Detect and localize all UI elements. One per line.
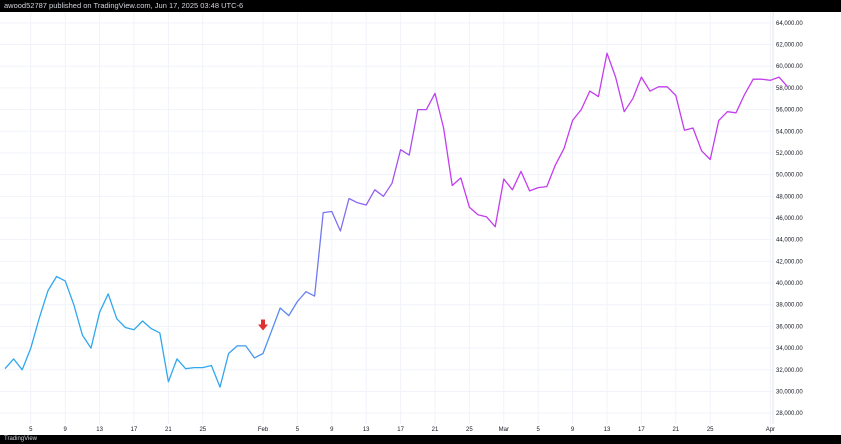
tradingview-brand: TradingView <box>0 435 841 444</box>
y-tick-label: 56,000.00 <box>776 108 803 114</box>
x-tick-label: 9 <box>64 427 68 433</box>
x-tick-label: 21 <box>165 427 172 433</box>
x-tick-label: 13 <box>96 427 103 433</box>
y-tick-label: 40,000.00 <box>776 281 803 287</box>
y-tick-label: 62,000.00 <box>776 43 803 49</box>
price-chart[interactable]: 28,000.00 30,000.00 32,000.00 34,000.00 36,0… <box>0 12 841 435</box>
x-tick-label: 21 <box>672 427 679 433</box>
x-tick-label: 25 <box>466 427 473 433</box>
y-tick-label: 58,000.00 <box>776 86 803 92</box>
y-tick-label: 64,000.00 <box>776 21 803 27</box>
y-tick-label: 44,000.00 <box>776 238 803 244</box>
x-tick-label: 17 <box>131 427 138 433</box>
y-tick-label: 34,000.00 <box>776 346 803 352</box>
x-tick-label: 5 <box>537 427 541 433</box>
chart-panel[interactable]: 28,000.00 30,000.00 32,000.00 34,000.00 36,0… <box>0 12 841 435</box>
y-tick-label: 54,000.00 <box>776 129 803 135</box>
x-tick-label: 17 <box>397 427 404 433</box>
sell-signal-arrow-icon <box>258 319 268 331</box>
x-tick-label: 9 <box>330 427 334 433</box>
y-tick-label: 38,000.00 <box>776 303 803 309</box>
x-tick-label: Apr <box>766 427 775 433</box>
x-tick-label: 5 <box>29 427 33 433</box>
y-tick-label: 28,000.00 <box>776 411 803 417</box>
x-tick-label: 25 <box>707 427 714 433</box>
y-tick-label: 50,000.00 <box>776 173 803 179</box>
tradingview-logo-text: TradingView <box>4 436 38 442</box>
x-tick-label: 9 <box>571 427 575 433</box>
x-tick-label: 13 <box>363 427 370 433</box>
y-tick-label: 42,000.00 <box>776 259 803 265</box>
x-tick-label: 13 <box>604 427 611 433</box>
x-tick-label: Mar <box>499 427 509 433</box>
y-tick-label: 30,000.00 <box>776 389 803 395</box>
y-tick-label: 32,000.00 <box>776 368 803 374</box>
y-tick-label: 48,000.00 <box>776 194 803 200</box>
x-tick-label: 21 <box>432 427 439 433</box>
y-tick-label: 46,000.00 <box>776 216 803 222</box>
x-tick-label: 5 <box>296 427 300 433</box>
y-tick-label: 36,000.00 <box>776 324 803 330</box>
price-line <box>4 52 789 388</box>
y-tick-label: 52,000.00 <box>776 151 803 157</box>
x-tick-label: 17 <box>638 427 645 433</box>
y-tick-label: 60,000.00 <box>776 64 803 70</box>
x-tick-label: 25 <box>199 427 206 433</box>
x-tick-label: Feb <box>258 427 269 433</box>
publish-info: awood52787 published on TradingView.com,… <box>0 0 841 12</box>
